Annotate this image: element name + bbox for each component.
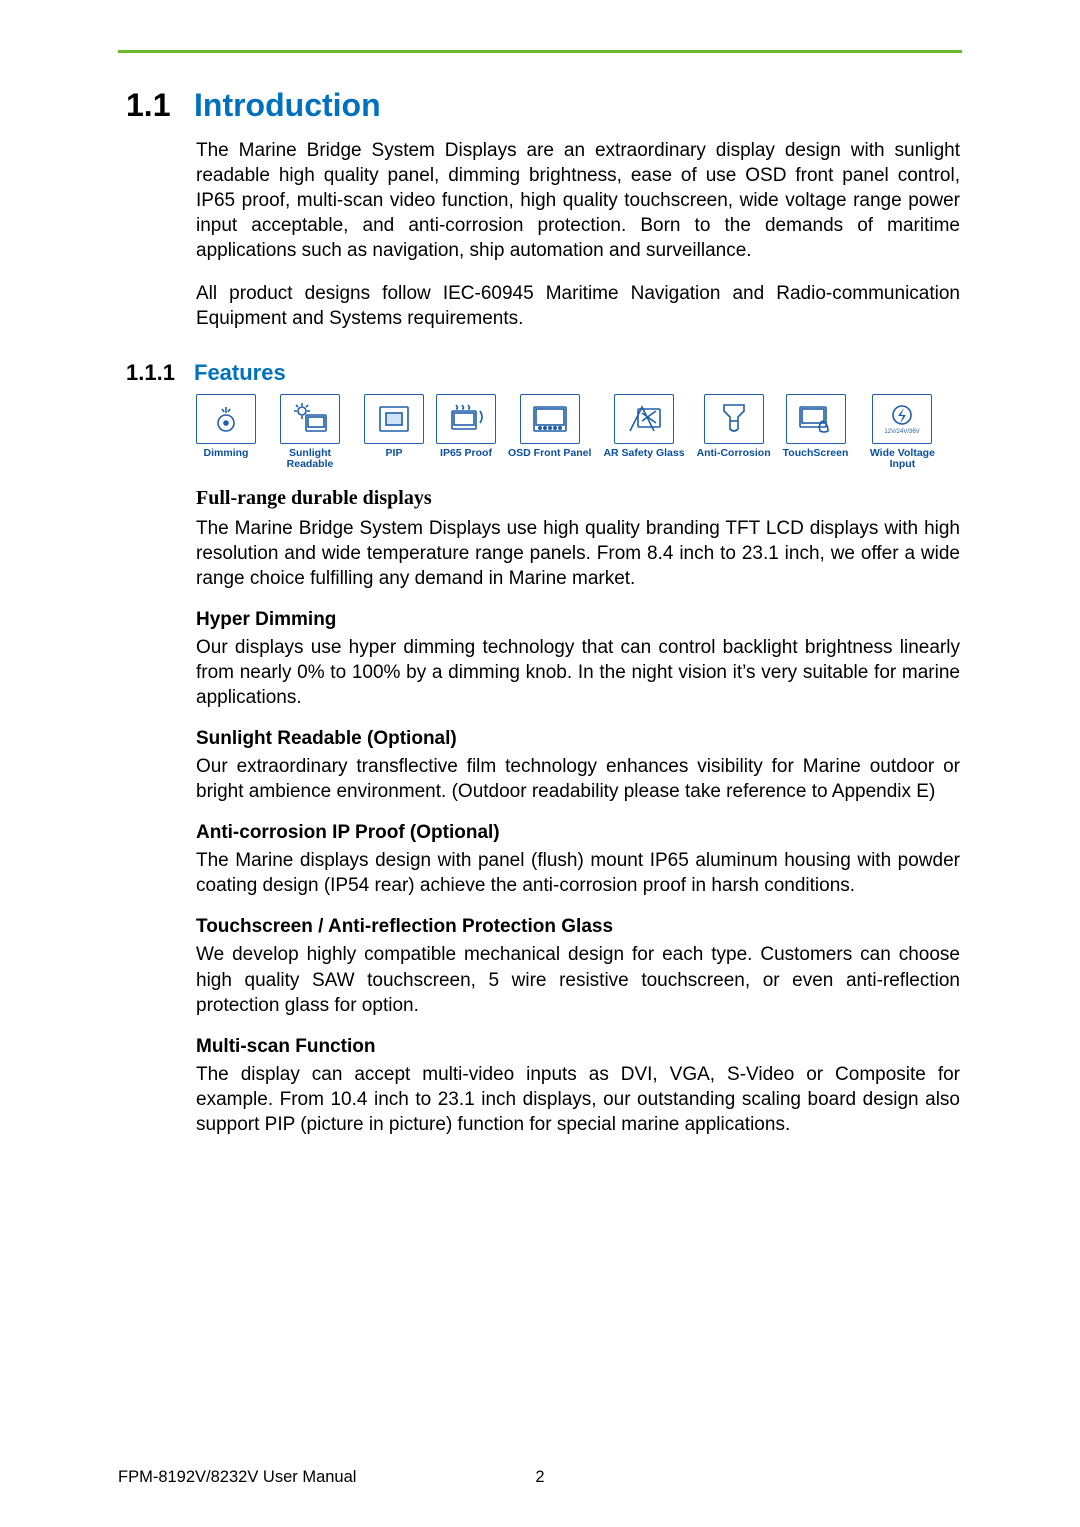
page: 1.1 Introduction The Marine Bridge Syste… (0, 0, 1080, 1527)
intro-paragraph-1: The Marine Bridge System Displays are an… (196, 138, 960, 263)
ar-safety-glass-icon (614, 394, 674, 444)
subsection-heading: 1.1.1 Features (126, 360, 962, 386)
feature-heading-fullrange: Full-range durable displays (196, 487, 960, 510)
footer-page-number: 2 (535, 1468, 544, 1487)
feature-heading-sunlight: Sunlight Readable (Optional) (196, 728, 960, 750)
feature-icon-touchscreen: TouchScreen (783, 394, 849, 471)
touchscreen-icon (786, 394, 846, 444)
feature-icon-label: IP65 Proof (440, 448, 492, 460)
sunlight-readable-icon (280, 394, 340, 444)
dimming-icon (196, 394, 256, 444)
feature-icon-label: AR Safety Glass (603, 448, 684, 460)
feature-icon-label: TouchScreen (783, 448, 849, 460)
anti-corrosion-icon (704, 394, 764, 444)
pip-icon (364, 394, 424, 444)
feature-icon-label: Sunlight Readable (268, 448, 352, 471)
feature-text-multiscan: The display can accept multi-video input… (196, 1062, 960, 1137)
feature-icon-sunlight: Sunlight Readable (268, 394, 352, 471)
footer-doc-title: FPM-8192V/8232V User Manual (118, 1468, 356, 1487)
feature-heading-hyper-dimming: Hyper Dimming (196, 609, 960, 631)
feature-icon-pip: PIP (364, 394, 424, 471)
feature-icon-row: Dimming Sunlight Readable PIP (196, 394, 960, 471)
feature-icon-anticorrosion: Anti-Corrosion (697, 394, 771, 471)
intro-paragraph-2: All product designs follow IEC-60945 Mar… (196, 281, 960, 331)
footer: FPM-8192V/8232V User Manual 2 (118, 1468, 962, 1487)
osd-front-panel-icon (520, 394, 580, 444)
top-rule (118, 50, 962, 53)
section-title: Introduction (194, 87, 381, 124)
feature-icon-wide-voltage: 12V/24V/36V Wide Voltage Input (860, 394, 944, 471)
svg-text:12V/24V/36V: 12V/24V/36V (885, 429, 920, 435)
feature-heading-touchscreen: Touchscreen / Anti-reflection Protection… (196, 916, 960, 938)
feature-icon-label: OSD Front Panel (508, 448, 591, 460)
subsection-title: Features (194, 360, 286, 386)
feature-text-touchscreen: We develop highly compatible mechanical … (196, 942, 960, 1017)
feature-heading-multiscan: Multi-scan Function (196, 1036, 960, 1058)
feature-icon-label: Wide Voltage Input (860, 448, 944, 471)
section-heading: 1.1 Introduction (126, 87, 962, 124)
feature-icon-ar-glass: AR Safety Glass (603, 394, 684, 471)
subsection-body: Dimming Sunlight Readable PIP (196, 394, 960, 1137)
feature-icon-label: PIP (386, 448, 403, 460)
section-number: 1.1 (126, 87, 194, 124)
ip65-proof-icon (436, 394, 496, 444)
feature-icon-osd: OSD Front Panel (508, 394, 591, 471)
feature-text-anticorrosion: The Marine displays design with panel (f… (196, 848, 960, 898)
feature-icon-label: Dimming (204, 448, 249, 460)
section-body: The Marine Bridge System Displays are an… (196, 138, 960, 332)
feature-text-fullrange: The Marine Bridge System Displays use hi… (196, 516, 960, 591)
feature-icon-dimming: Dimming (196, 394, 256, 471)
subsection-number: 1.1.1 (126, 360, 194, 386)
feature-text-hyper-dimming: Our displays use hyper dimming technolog… (196, 635, 960, 710)
feature-heading-anticorrosion: Anti-corrosion IP Proof (Optional) (196, 822, 960, 844)
wide-voltage-input-icon: 12V/24V/36V (872, 394, 932, 444)
feature-text-sunlight: Our extraordinary transflective film tec… (196, 754, 960, 804)
feature-icon-ip65: IP65 Proof (436, 394, 496, 471)
feature-icon-label: Anti-Corrosion (697, 448, 771, 460)
